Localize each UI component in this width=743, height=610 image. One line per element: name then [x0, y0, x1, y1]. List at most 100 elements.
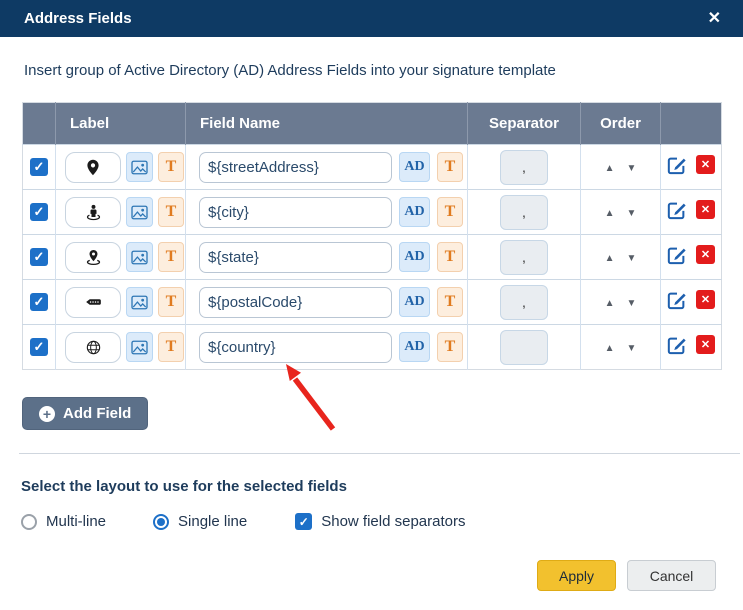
cancel-button[interactable]: Cancel: [627, 560, 716, 591]
field-name-input[interactable]: [199, 196, 392, 228]
single-line-radio[interactable]: [153, 513, 170, 530]
edit-icon: [667, 335, 687, 355]
label-image-button[interactable]: [126, 332, 153, 362]
order-up-button[interactable]: ▲: [604, 343, 615, 354]
edit-icon: [667, 200, 687, 220]
label-text-button[interactable]: T: [158, 152, 184, 182]
label-image-button[interactable]: [126, 287, 153, 317]
address-fields-table: Label Field Name Separator Order ✓ T A: [22, 102, 722, 370]
field-row: ✓ T AD T ▲ ▼: [22, 234, 722, 280]
dialog-title: Address Fields: [24, 10, 132, 27]
order-up-button[interactable]: ▲: [604, 298, 615, 309]
field-name-input[interactable]: [199, 151, 392, 183]
row-checkbox[interactable]: ✓: [30, 203, 48, 221]
order-up-button[interactable]: ▲: [604, 208, 615, 219]
image-icon: [131, 340, 148, 355]
label-icon-button[interactable]: [65, 286, 121, 318]
header-label: Label: [55, 102, 186, 145]
edit-icon: [667, 245, 687, 265]
label-image-button[interactable]: [126, 197, 153, 227]
field-name-input[interactable]: [199, 241, 392, 273]
single-line-label[interactable]: Single line: [178, 513, 248, 530]
field-text-button[interactable]: T: [437, 287, 463, 317]
dialog-footer: Apply Cancel: [537, 560, 716, 591]
delete-row-button[interactable]: ✕: [696, 200, 715, 219]
field-row: ✓ T AD T ▲ ▼: [22, 279, 722, 325]
edit-icon: [667, 290, 687, 310]
delete-row-button[interactable]: ✕: [696, 245, 715, 264]
order-up-button[interactable]: ▲: [604, 163, 615, 174]
header-actions-col: [660, 102, 722, 145]
edit-row-button[interactable]: [667, 245, 687, 265]
label-icon-button[interactable]: [65, 151, 121, 183]
annotation-arrow: [286, 364, 336, 431]
separator-input[interactable]: [500, 284, 548, 320]
label-image-button[interactable]: [126, 242, 153, 272]
order-down-button[interactable]: ▼: [626, 163, 637, 174]
row-checkbox[interactable]: ✓: [30, 158, 48, 176]
label-text-button[interactable]: T: [158, 242, 184, 272]
label-text-button[interactable]: T: [158, 332, 184, 362]
image-icon: [131, 250, 148, 265]
order-down-button[interactable]: ▼: [626, 343, 637, 354]
separator-input[interactable]: [500, 239, 548, 275]
layout-heading: Select the layout to use for the selecte…: [21, 478, 347, 495]
delete-row-button[interactable]: ✕: [696, 290, 715, 309]
label-icon-button[interactable]: [65, 196, 121, 228]
order-down-button[interactable]: ▼: [626, 208, 637, 219]
field-text-button[interactable]: T: [437, 197, 463, 227]
map-marker-icon: [86, 159, 100, 176]
label-text-button[interactable]: T: [158, 287, 184, 317]
label-text-button[interactable]: T: [158, 197, 184, 227]
field-text-button[interactable]: T: [437, 242, 463, 272]
edit-row-button[interactable]: [667, 200, 687, 220]
field-name-input[interactable]: [199, 331, 392, 363]
ad-field-button[interactable]: AD: [399, 287, 430, 317]
field-text-button[interactable]: T: [437, 152, 463, 182]
street-view-icon: [86, 204, 101, 221]
separator-input[interactable]: [500, 149, 548, 185]
apply-button[interactable]: Apply: [537, 560, 616, 591]
edit-row-button[interactable]: [667, 335, 687, 355]
table-header-row: Label Field Name Separator Order: [22, 102, 722, 145]
image-icon: [131, 295, 148, 310]
ad-field-button[interactable]: AD: [399, 197, 430, 227]
field-row: ✓ T AD T ▲ ▼: [22, 324, 722, 370]
delete-row-button[interactable]: ✕: [696, 335, 715, 354]
row-checkbox[interactable]: ✓: [30, 293, 48, 311]
ad-field-button[interactable]: AD: [399, 152, 430, 182]
field-name-input[interactable]: [199, 286, 392, 318]
order-down-button[interactable]: ▼: [626, 298, 637, 309]
header-checkbox-col: [22, 102, 56, 145]
field-row: ✓ T AD T ▲ ▼: [22, 189, 722, 235]
image-icon: [131, 205, 148, 220]
label-image-button[interactable]: [126, 152, 153, 182]
add-field-button[interactable]: + Add Field: [22, 397, 149, 430]
ad-field-button[interactable]: AD: [399, 242, 430, 272]
order-up-button[interactable]: ▲: [604, 253, 615, 264]
field-row: ✓ T AD T ▲ ▼: [22, 144, 722, 190]
edit-row-button[interactable]: [667, 155, 687, 175]
edit-row-button[interactable]: [667, 290, 687, 310]
separator-input[interactable]: [500, 329, 548, 365]
show-separators-label[interactable]: Show field separators: [321, 513, 466, 530]
map-pin-base-icon: [86, 249, 101, 266]
label-icon-button[interactable]: [65, 241, 121, 273]
ad-field-button[interactable]: AD: [399, 332, 430, 362]
field-text-button[interactable]: T: [437, 332, 463, 362]
multi-line-radio[interactable]: [21, 513, 37, 530]
row-checkbox[interactable]: ✓: [30, 338, 48, 356]
separator-input[interactable]: [500, 194, 548, 230]
close-icon[interactable]: ✕: [707, 9, 721, 27]
image-icon: [131, 160, 148, 175]
header-separator: Separator: [467, 102, 581, 145]
order-down-button[interactable]: ▼: [626, 253, 637, 264]
row-checkbox[interactable]: ✓: [30, 248, 48, 266]
plus-circle-icon: +: [39, 405, 55, 422]
delete-row-button[interactable]: ✕: [696, 155, 715, 174]
field-table-body: ✓ T AD T ▲ ▼: [22, 144, 722, 370]
show-separators-checkbox[interactable]: ✓: [295, 513, 313, 530]
multi-line-label[interactable]: Multi-line: [46, 513, 107, 530]
label-icon-button[interactable]: [65, 331, 121, 363]
